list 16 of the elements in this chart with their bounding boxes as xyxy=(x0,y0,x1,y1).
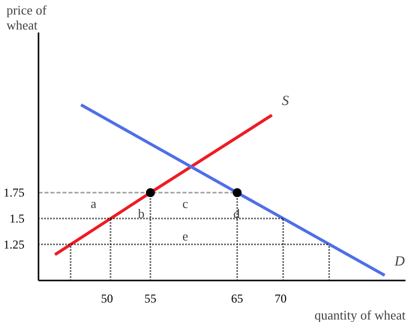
series-label: D xyxy=(394,254,405,270)
y-axis-title: price of wheat xyxy=(6,2,48,32)
x-tick-label: 50 xyxy=(101,292,114,306)
annotation: b xyxy=(138,206,145,222)
annotation: a xyxy=(90,196,97,212)
x-tick-label: 65 xyxy=(231,292,244,306)
x-tick-label: 70 xyxy=(274,292,287,306)
annotation: c xyxy=(182,196,188,212)
y-tick-label: 1.5 xyxy=(10,212,24,226)
x-tick-label: 55 xyxy=(144,292,156,306)
y-tick-label: 1.25 xyxy=(4,237,24,252)
series-label: S xyxy=(282,94,289,110)
x-axis-title: quantity of wheat xyxy=(314,308,406,322)
y-tick-label: 1.75 xyxy=(4,186,24,200)
annotation: d xyxy=(233,206,240,222)
annotation: e xyxy=(182,228,188,244)
